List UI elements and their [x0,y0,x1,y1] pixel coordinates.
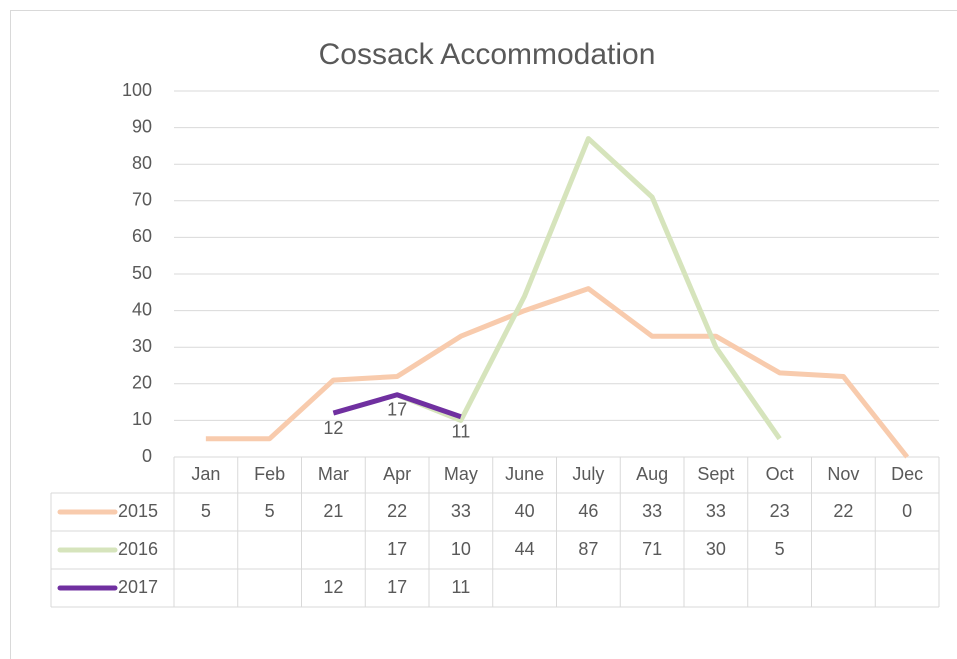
x-tick-label: Nov [827,464,859,484]
y-tick-label: 90 [132,116,152,136]
table-cell: 17 [387,539,407,559]
table-cell: 5 [265,501,275,521]
table-cell: 21 [323,501,343,521]
table-cell: 71 [642,539,662,559]
table-cell: 33 [706,501,726,521]
chart-border [10,10,957,659]
series-line [332,392,462,420]
y-tick-label: 80 [132,153,152,173]
table-cell: 11 [452,577,471,597]
table-cell: 44 [515,539,535,559]
x-tick-label: Dec [891,464,923,484]
series-line [396,136,782,441]
x-tick-label: July [572,464,604,484]
y-tick-label: 0 [142,446,152,466]
x-tick-label: Jan [191,464,220,484]
y-tick-label: 70 [132,190,152,210]
table-cell: 30 [706,539,726,559]
data-label: 17 [387,400,407,420]
x-tick-label: Sept [697,464,734,484]
table-cell: 22 [387,501,407,521]
y-tick-label: 100 [122,80,152,100]
table-cell: 5 [775,539,785,559]
x-tick-label: Oct [766,464,794,484]
legend-label: 2017 [118,577,158,597]
x-tick-label: May [444,464,478,484]
y-tick-label: 10 [132,409,152,429]
table-cell: 22 [833,501,853,521]
table-cell: 23 [770,501,790,521]
data-label: 11 [452,421,471,441]
table-cell: 33 [451,501,471,521]
x-tick-label: June [505,464,544,484]
y-tick-label: 20 [132,373,152,393]
x-tick-label: Aug [636,464,668,484]
y-tick-label: 30 [132,336,152,356]
series-line [205,286,910,459]
y-tick-label: 50 [132,263,152,283]
table-cell: 40 [515,501,535,521]
data-label: 12 [323,418,343,438]
table-cell: 5 [201,501,211,521]
legend-label: 2015 [118,501,158,521]
table-cell: 46 [578,501,598,521]
table-cell: 87 [578,539,598,559]
table-cell: 0 [902,501,912,521]
y-tick-label: 40 [132,299,152,319]
x-tick-label: Mar [318,464,349,484]
table-cell: 12 [323,577,343,597]
table-cell: 10 [451,539,471,559]
x-tick-label: Feb [254,464,285,484]
chart-title: Cossack Accommodation [319,38,656,71]
table-cell: 17 [387,577,407,597]
table-cell: 33 [642,501,662,521]
y-tick-label: 60 [132,226,152,246]
x-tick-label: Apr [383,464,411,484]
legend-label: 2016 [118,539,158,559]
